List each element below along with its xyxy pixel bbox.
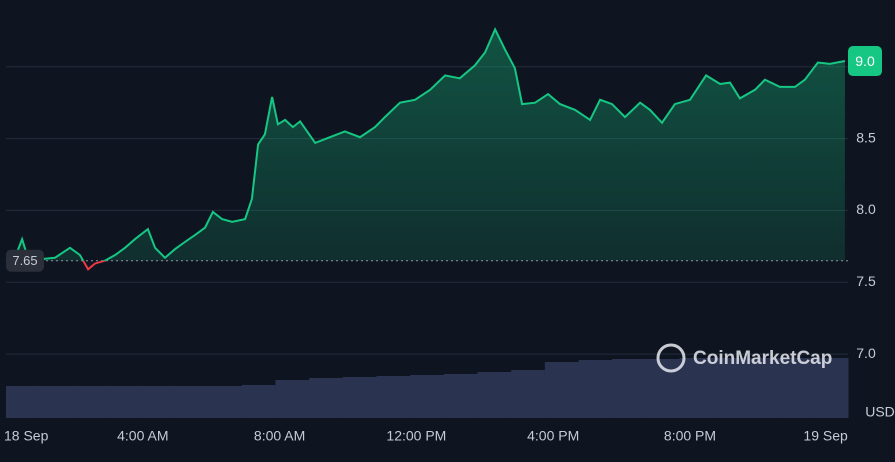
volume-bar (39, 386, 74, 418)
x-tick-label: 4:00 AM (117, 428, 168, 444)
x-tick-label: 18 Sep (4, 428, 49, 444)
volume-bar (511, 370, 546, 418)
watermark-logo (656, 343, 686, 373)
watermark-text: CoinMarketCap (693, 348, 832, 369)
price-area (6, 29, 845, 261)
volume-bar (410, 375, 445, 418)
volume-bar (275, 380, 310, 418)
price-label-bg (848, 46, 882, 77)
volume-bar (612, 359, 647, 418)
volume-bar (443, 374, 479, 418)
x-tick-label: 12:00 PM (386, 428, 446, 444)
volume-bar (342, 377, 377, 418)
price-line (5, 27, 846, 261)
volume-bar (208, 386, 243, 418)
y-tick-label: 7.0 (856, 345, 876, 361)
volume-bar (746, 358, 782, 418)
y-tick-label: 8.5 (856, 129, 876, 145)
y-tick-label: 8.0 (856, 201, 876, 217)
volume-bar (6, 386, 41, 418)
x-tick-label: 19 Sep (803, 428, 848, 444)
volume-bar (713, 358, 748, 418)
x-tick-label: 8:00 AM (254, 428, 305, 444)
currency-label: USD (865, 404, 895, 420)
x-tick-label: 8:00 PM (664, 428, 716, 444)
volume-bar (73, 386, 108, 418)
y-tick-label: 7.5 (856, 273, 876, 289)
volume-bar (241, 385, 276, 418)
volume-bar (309, 378, 344, 418)
volume-bar (376, 376, 411, 418)
x-tick-label: 4:00 PM (527, 428, 579, 444)
baseline-label: 7.65 (12, 253, 37, 268)
volume-bar (140, 386, 175, 418)
volume-bar (477, 372, 512, 418)
volume-bar (544, 362, 580, 418)
price-label: 9.0 (855, 53, 875, 69)
volume-bar (814, 358, 849, 418)
volume-bar (174, 386, 209, 418)
volume-bar (107, 386, 142, 418)
volume-bar (780, 358, 815, 418)
volume-bar (578, 360, 613, 418)
baseline-label-bg (6, 249, 44, 272)
watermark: CoinMarketCap (656, 343, 832, 373)
volume-bar (679, 358, 714, 418)
